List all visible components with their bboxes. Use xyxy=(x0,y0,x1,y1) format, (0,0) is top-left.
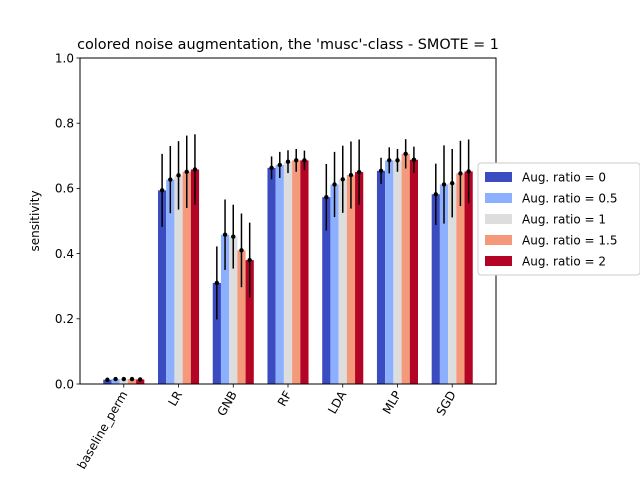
y-tick-label: 0.2 xyxy=(55,312,74,326)
mean-point xyxy=(176,173,181,178)
mean-point xyxy=(348,172,354,178)
mean-point xyxy=(247,257,252,263)
mean-point xyxy=(340,177,345,182)
bar xyxy=(376,170,386,384)
mean-point xyxy=(214,280,220,286)
bar xyxy=(292,160,301,384)
mean-point xyxy=(324,195,329,200)
bar xyxy=(136,379,145,384)
bar xyxy=(220,234,230,384)
mean-point xyxy=(450,180,455,186)
legend-swatch xyxy=(485,214,512,224)
bar xyxy=(330,184,339,384)
bar xyxy=(439,184,449,384)
y-tick-label: 0.6 xyxy=(55,182,74,196)
mean-point xyxy=(441,182,447,187)
bar xyxy=(158,190,167,384)
bar xyxy=(237,250,246,384)
bars-layer xyxy=(103,153,473,384)
legend-swatch xyxy=(485,172,512,182)
bar xyxy=(111,379,120,384)
bar xyxy=(355,172,364,384)
bar xyxy=(322,197,331,384)
mean-point xyxy=(239,248,244,253)
bar xyxy=(393,160,402,384)
bar xyxy=(212,282,221,384)
bar xyxy=(409,159,418,384)
bar xyxy=(283,161,293,384)
y-tick-label: 1.0 xyxy=(55,51,74,65)
mean-point xyxy=(105,377,110,382)
bar xyxy=(119,379,128,384)
legend-entry-label: Aug. ratio = 2 xyxy=(522,255,606,269)
y-tick-label: 0.0 xyxy=(55,377,74,391)
mean-point xyxy=(113,376,118,382)
legend-entry-label: Aug. ratio = 1 xyxy=(522,213,606,227)
legend-entry-label: Aug. ratio = 0.5 xyxy=(522,192,618,206)
mean-point xyxy=(403,151,408,157)
y-axis: 0.0 0.2 0.4 0.6 0.8 1.0 xyxy=(55,51,80,391)
legend-swatch xyxy=(485,235,512,245)
mean-point xyxy=(433,192,438,197)
chart-title: colored noise augmentation, the 'musc'-c… xyxy=(77,37,499,53)
bar xyxy=(174,175,183,384)
mean-point xyxy=(269,165,274,171)
mean-point xyxy=(231,234,236,239)
legend-swatch xyxy=(485,193,512,203)
mean-point xyxy=(302,158,307,163)
mean-point xyxy=(277,162,282,168)
mean-point xyxy=(138,377,143,382)
mean-point xyxy=(356,169,362,175)
mean-point xyxy=(332,182,337,187)
x-tick-label: RF xyxy=(275,388,295,408)
error-bars-layer xyxy=(105,134,471,382)
bar xyxy=(464,171,473,384)
legend-entry-label: Aug. ratio = 1.5 xyxy=(522,234,618,248)
legend: Aug. ratio = 0 Aug. ratio = 0.5 Aug. ratio… xyxy=(477,162,640,276)
y-tick-label: 0.4 xyxy=(55,247,74,261)
x-tick-label: LR xyxy=(165,389,185,409)
mean-point xyxy=(378,168,384,173)
y-axis-label: sensitivity xyxy=(28,190,42,251)
mean-point xyxy=(168,177,173,182)
bar xyxy=(275,164,284,384)
mean-point xyxy=(121,376,126,382)
bar xyxy=(346,175,356,384)
mean-point xyxy=(192,167,198,172)
mean-point xyxy=(411,157,417,162)
mean-point xyxy=(458,171,463,176)
bar xyxy=(229,236,238,384)
bar xyxy=(385,160,394,384)
legend-box xyxy=(477,162,640,276)
mean-point xyxy=(387,158,392,163)
legend-swatch xyxy=(485,256,512,266)
bar xyxy=(127,379,137,384)
bar xyxy=(300,160,309,384)
bar xyxy=(166,179,175,384)
mean-point xyxy=(466,169,471,174)
mean-point xyxy=(285,159,291,164)
bar xyxy=(431,194,440,384)
bar xyxy=(267,167,276,384)
bar xyxy=(190,169,200,384)
bar xyxy=(401,153,410,384)
mean-point xyxy=(294,158,299,163)
mean-point xyxy=(184,169,189,174)
bar xyxy=(338,179,347,384)
mean-point xyxy=(395,158,400,163)
mean-point xyxy=(159,188,165,193)
y-tick-label: 0.8 xyxy=(55,117,74,131)
bar xyxy=(182,171,191,384)
mean-point xyxy=(129,376,135,382)
mean-point xyxy=(222,232,228,237)
bar xyxy=(245,260,254,384)
legend-entry-label: Aug. ratio = 0 xyxy=(522,171,606,185)
bar xyxy=(456,173,465,384)
bar xyxy=(448,183,457,384)
